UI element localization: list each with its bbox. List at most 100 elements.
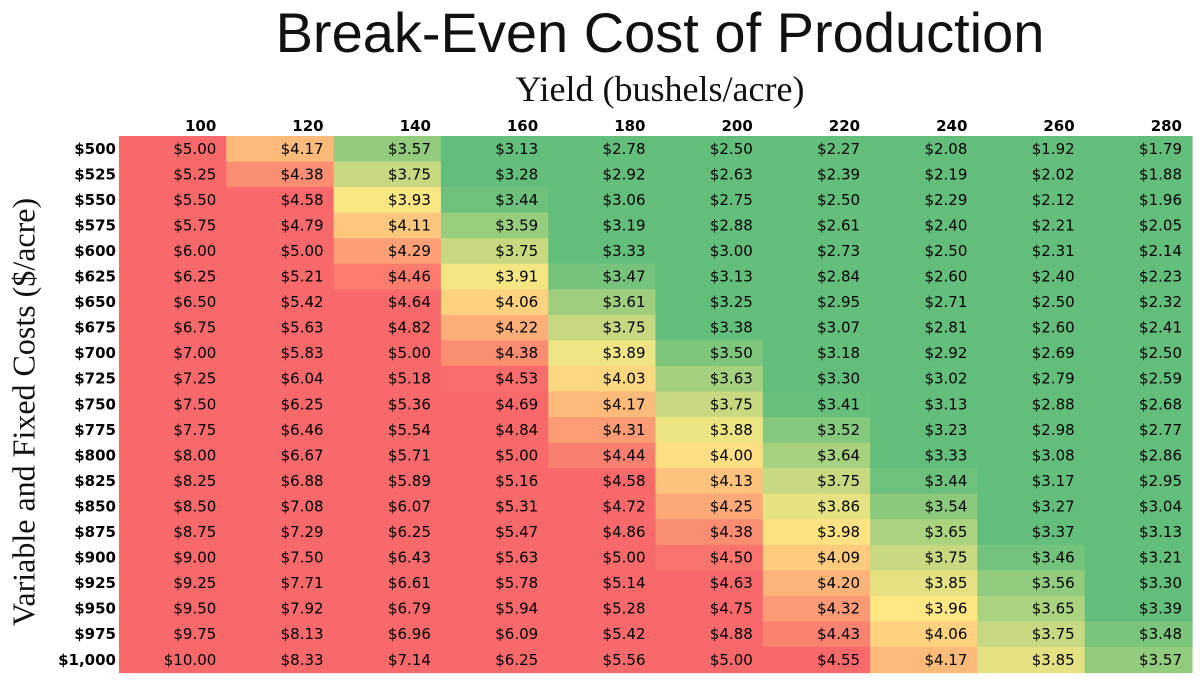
- heatmap-cell: [440, 314, 549, 341]
- cell-value-label: $2.63: [710, 165, 753, 183]
- y-tick-label: $600: [74, 242, 116, 260]
- cell-value-label: $3.13: [924, 395, 967, 413]
- heatmap-cell: [977, 314, 1086, 341]
- cell-value-label: $5.63: [495, 549, 538, 567]
- heatmap-cell: [870, 519, 978, 546]
- cell-value-label: $1.88: [1139, 165, 1182, 183]
- x-tick-label: 240: [936, 117, 967, 135]
- y-tick-label: $500: [74, 140, 116, 158]
- cell-value-label: $4.58: [603, 472, 646, 490]
- heatmap-cell: [548, 391, 657, 418]
- cell-value-label: $4.64: [388, 293, 431, 311]
- cell-value-label: $5.00: [603, 549, 646, 567]
- heatmap-cell: [226, 136, 335, 163]
- cell-value-label: $6.79: [388, 600, 431, 618]
- heatmap-cell: [762, 442, 871, 469]
- cell-value-label: $5.75: [173, 216, 216, 234]
- heatmap-cell: [1084, 365, 1193, 393]
- cell-value-label: $3.56: [1032, 574, 1075, 592]
- heatmap-cell: [870, 365, 978, 393]
- cell-value-label: $3.85: [924, 574, 967, 592]
- heatmap-cell: [1084, 647, 1193, 674]
- heatmap-cell: [119, 136, 227, 163]
- cell-value-label: $4.69: [495, 395, 538, 413]
- cell-value-label: $3.75: [1032, 625, 1075, 643]
- cell-value-label: $3.21: [1139, 549, 1182, 567]
- heatmap-cell: [333, 468, 442, 495]
- heatmap-cell: [655, 493, 764, 520]
- heatmap-cell: [226, 468, 335, 495]
- heatmap-cell: [440, 289, 549, 316]
- cell-value-label: $5.00: [388, 344, 431, 362]
- heatmap-cell: [226, 161, 335, 188]
- cell-value-label: $2.39: [817, 165, 860, 183]
- cell-value-label: $2.29: [924, 191, 967, 209]
- heatmap-cell: [440, 647, 549, 674]
- heatmap-cell: [548, 621, 657, 648]
- heatmap-cell: [226, 238, 335, 265]
- cell-value-label: $6.25: [388, 523, 431, 541]
- cell-value-label: $9.25: [173, 574, 216, 592]
- heatmap-cell: [870, 595, 978, 623]
- heatmap-cell: [440, 187, 549, 214]
- heatmap-cell: [977, 263, 1086, 290]
- cell-value-label: $4.03: [603, 370, 646, 388]
- cell-value-label: $2.40: [924, 216, 967, 234]
- heatmap-cell: [333, 493, 442, 520]
- heatmap-cell: [977, 647, 1086, 674]
- cell-value-label: $4.00: [710, 446, 753, 464]
- heatmap-cell: [440, 136, 549, 163]
- cell-value-label: $4.31: [603, 421, 646, 439]
- cell-value-label: $5.00: [495, 446, 538, 464]
- cell-value-label: $6.88: [281, 472, 324, 490]
- heatmap-cell: [977, 365, 1086, 393]
- cell-value-label: $4.17: [924, 651, 967, 669]
- heatmap-cell: [762, 544, 871, 571]
- cell-value-label: $6.25: [281, 395, 324, 413]
- heatmap-cell: [440, 519, 549, 546]
- cell-value-label: $4.13: [710, 472, 753, 490]
- x-tick-label: 200: [721, 117, 752, 135]
- cell-value-label: $5.25: [173, 165, 216, 183]
- heatmap-cell: [440, 417, 549, 444]
- y-tick-label: $700: [74, 344, 116, 362]
- heatmap-cell: [655, 595, 764, 623]
- y-tick-label: $775: [74, 421, 116, 439]
- y-tick-label: $725: [74, 370, 116, 388]
- cell-value-label: $4.55: [817, 651, 860, 669]
- cell-value-label: $2.86: [1139, 446, 1182, 464]
- cell-value-label: $3.75: [710, 395, 753, 413]
- x-axis-label: Yield (bushels/acre): [515, 69, 805, 109]
- cell-value-label: $3.00: [710, 242, 753, 260]
- cell-value-label: $3.89: [603, 344, 646, 362]
- cell-value-label: $5.28: [603, 600, 646, 618]
- cell-value-label: $3.33: [603, 242, 646, 260]
- heatmap-cell: [119, 314, 227, 341]
- cell-value-label: $5.94: [495, 600, 538, 618]
- heatmap-cell: [226, 442, 335, 469]
- cell-value-label: $8.13: [281, 625, 324, 643]
- heatmap-cell: [762, 365, 871, 393]
- heatmap-cell: [440, 391, 549, 418]
- x-tick-label: 160: [507, 117, 538, 135]
- cell-value-label: $4.82: [388, 319, 431, 337]
- heatmap-cell: [119, 238, 227, 265]
- heatmap-cell: [119, 263, 227, 290]
- cell-value-label: $7.14: [388, 651, 431, 669]
- cell-value-label: $3.54: [924, 497, 967, 515]
- cell-value-label: $8.75: [173, 523, 216, 541]
- heatmap-cell: [440, 570, 549, 597]
- heatmap-cell: [1084, 289, 1193, 316]
- cell-value-label: $6.50: [173, 293, 216, 311]
- cell-value-label: $4.43: [817, 625, 860, 643]
- heatmap-cell: [655, 442, 764, 469]
- heatmap-cell: [762, 314, 871, 341]
- cell-value-label: $3.13: [710, 268, 753, 286]
- y-tick-label: $925: [74, 574, 116, 592]
- heatmap-cell: [226, 212, 335, 239]
- cell-value-label: $4.44: [603, 446, 646, 464]
- heatmap-cell: [870, 263, 978, 290]
- cell-value-label: $3.75: [924, 549, 967, 567]
- cell-value-label: $5.31: [495, 497, 538, 515]
- cell-value-label: $4.84: [495, 421, 538, 439]
